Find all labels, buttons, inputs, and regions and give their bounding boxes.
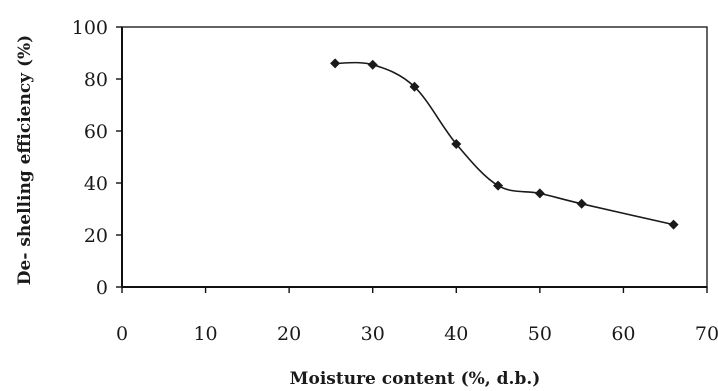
x-tick-label: 10 — [193, 323, 217, 345]
series-layer — [330, 58, 679, 230]
y-tick-label: 60 — [84, 121, 108, 143]
data-point-marker — [451, 139, 462, 149]
data-point-marker — [367, 59, 378, 70]
y-axis-title: De- shelling efficiency (%) — [15, 35, 35, 285]
x-axis-ticks: 0 10 20 30 40 50 60 70 — [116, 287, 718, 345]
x-tick-label: 40 — [444, 323, 468, 345]
y-tick-label: 80 — [84, 69, 108, 91]
data-point-marker — [534, 188, 545, 199]
x-tick-label: 20 — [277, 323, 301, 345]
y-tick-label: 40 — [84, 173, 108, 195]
x-tick-label: 70 — [695, 323, 718, 345]
y-axis-ticks: 0 20 40 60 80 100 — [72, 17, 122, 299]
x-tick-label: 50 — [528, 323, 552, 345]
data-point-marker — [330, 58, 341, 69]
plot-frame — [121, 26, 708, 288]
data-point-marker — [576, 198, 587, 209]
y-tick-label: 100 — [72, 17, 108, 39]
data-point-marker — [493, 180, 504, 191]
x-tick-label: 0 — [116, 323, 128, 345]
x-tick-label: 30 — [361, 323, 385, 345]
data-point-marker — [668, 219, 679, 230]
data-point-marker — [409, 81, 420, 92]
x-axis-title: Moisture content (%, d.b.) — [290, 369, 541, 389]
y-tick-label: 20 — [84, 225, 108, 247]
x-tick-label: 60 — [611, 323, 635, 345]
y-tick-label: 0 — [96, 277, 108, 299]
